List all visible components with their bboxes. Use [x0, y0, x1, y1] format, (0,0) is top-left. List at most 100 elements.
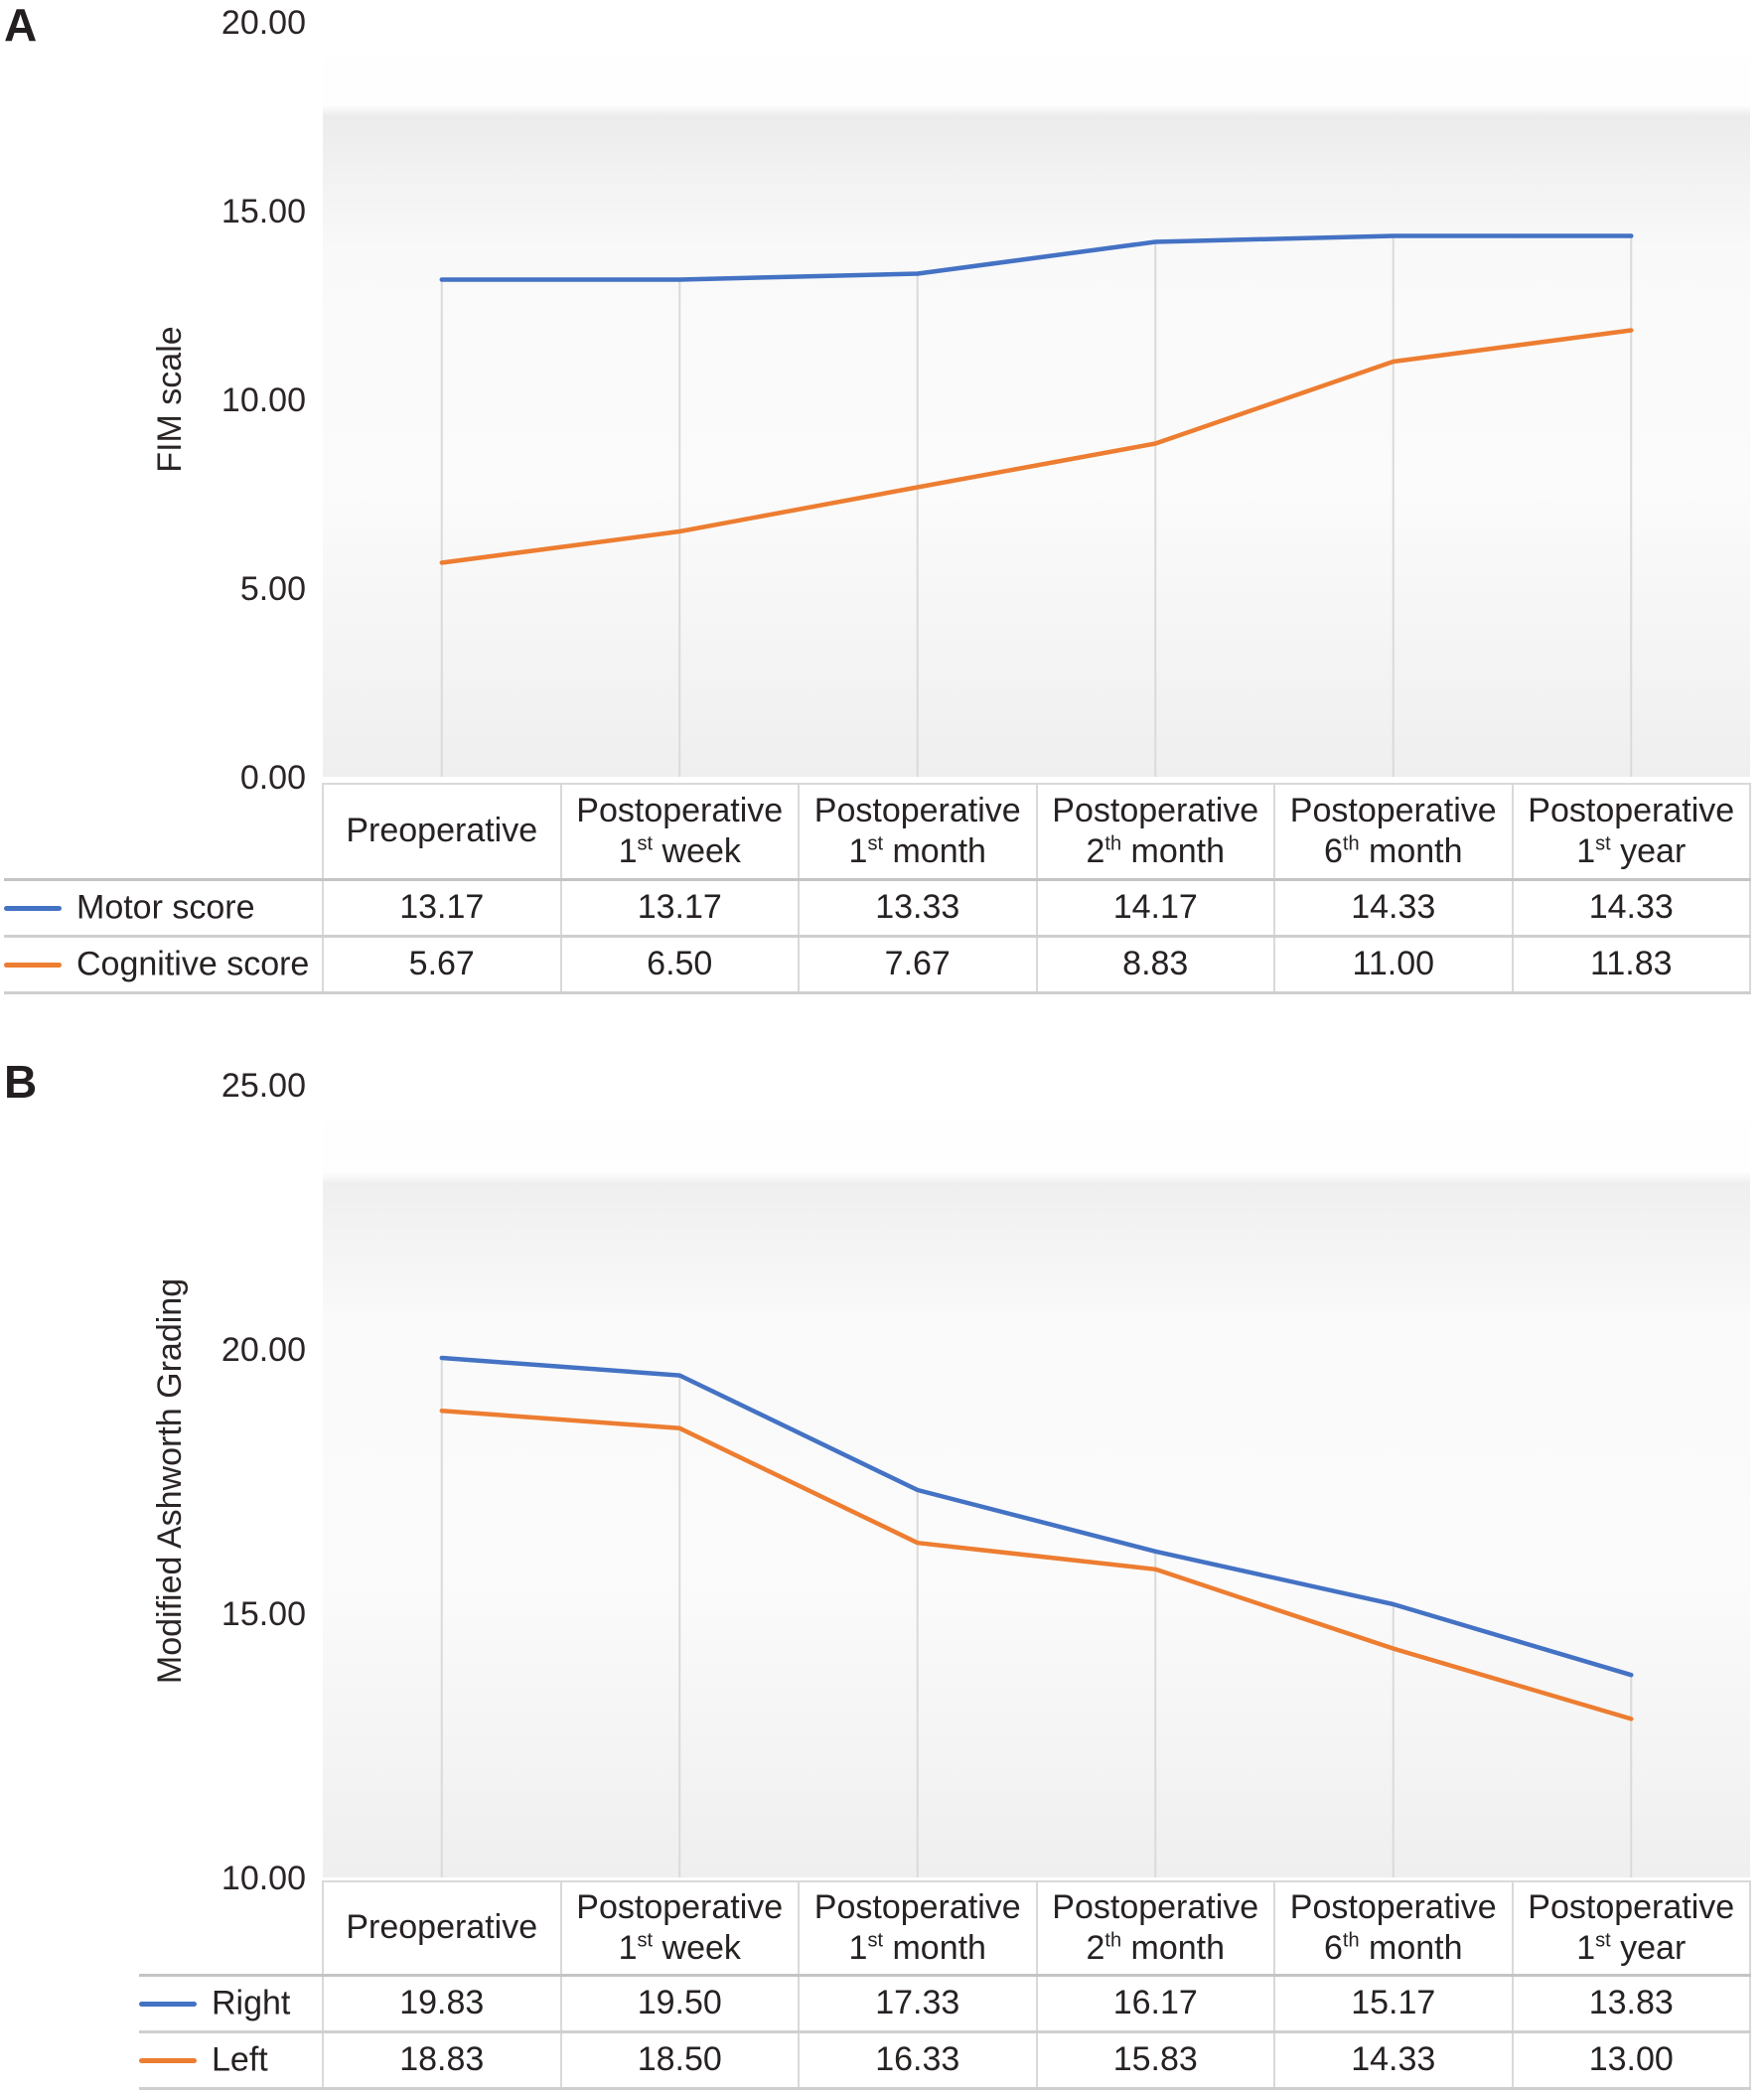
series-line-right: [439, 1355, 1634, 1678]
value-cell: 14.33: [1512, 879, 1751, 938]
legend-cell: Motor score: [4, 879, 324, 938]
legend-key-icon: [139, 2057, 197, 2063]
ordinal-superscript: th: [1104, 832, 1122, 855]
y-tick-label: 10.00: [221, 381, 306, 419]
panel-b-label: B: [4, 1056, 38, 1108]
table-row-motor-score: Motor score 13.17 13.17 13.33 14.17 14.33 14.3…: [4, 879, 1751, 938]
category-line2: 6th month: [1323, 1928, 1463, 1967]
ordinal-superscript: th: [1342, 832, 1360, 855]
value-cell: 14.17: [1036, 879, 1275, 938]
legend-cell: Right: [139, 1975, 324, 2033]
table-row-cognitive-score: Cognitive score 5.67 6.50 7.67 8.83 11.00 11.8…: [4, 936, 1751, 994]
category-line1: Postoperative: [813, 791, 1021, 829]
legend-cell: Left: [139, 2031, 324, 2090]
value-cell: 13.33: [799, 879, 1038, 938]
category-line1: Postoperative: [1528, 791, 1735, 829]
category-line1: Postoperative: [1289, 1887, 1497, 1926]
category-line1: Postoperative: [1528, 1887, 1735, 1926]
value-cell: 11.83: [1512, 936, 1751, 994]
value-cell: 13.17: [323, 879, 562, 938]
plot-area: [323, 1085, 1750, 1877]
table-header-row: Preoperative Postoperative 1st week Postope…: [139, 1880, 1751, 1977]
category-line2: 1st week: [618, 831, 741, 870]
table-header-row: Preoperative Postoperative 1st week Postope…: [4, 783, 1751, 881]
value-cell: 19.50: [560, 1975, 800, 2033]
value-cell: 5.67: [323, 936, 562, 994]
category-line2: 1st year: [1576, 831, 1687, 870]
value-cell: 13.00: [1512, 2031, 1751, 2090]
value-cell: 11.00: [1274, 936, 1514, 994]
plot-area: [323, 22, 1750, 777]
data-table-panel-a: Preoperative Postoperative 1st week Postope…: [4, 783, 1751, 994]
ordinal-superscript: st: [1595, 1929, 1611, 1952]
value-cell: 8.83: [1036, 936, 1275, 994]
legend-key-icon: [4, 905, 62, 911]
series-line-cognitive-score: [439, 328, 1634, 565]
category-line2: 1st month: [848, 1928, 986, 1967]
category-line2: 6th month: [1323, 831, 1463, 870]
category-line1: Postoperative: [576, 1887, 784, 1926]
ordinal-superscript: st: [1595, 832, 1611, 855]
category-line1: Preoperative: [346, 812, 538, 850]
series-lines-group: [439, 1355, 1634, 1721]
legend-cell: Cognitive score: [4, 936, 324, 994]
category-header-cell: Postoperative 6th month: [1274, 1880, 1514, 1977]
legend-key-icon: [4, 962, 62, 968]
category-line1: Postoperative: [1052, 791, 1259, 829]
ordinal-superscript: th: [1104, 1929, 1122, 1952]
value-cell: 16.33: [799, 2031, 1038, 2090]
category-line1: Preoperative: [346, 1908, 538, 1947]
series-line-left: [439, 1408, 1634, 1721]
legend-label: Motor score: [76, 888, 255, 927]
value-cell: 16.17: [1036, 1975, 1275, 2033]
value-cell: 14.33: [1274, 2031, 1514, 2090]
category-header-cell: Postoperative 1st week: [560, 1880, 800, 1977]
ordinal-superscript: st: [867, 1929, 884, 1952]
legend-key-icon: [139, 2001, 197, 2007]
category-line1: Postoperative: [1289, 791, 1497, 829]
y-tick-label: 5.00: [240, 570, 306, 608]
value-cell: 13.83: [1512, 1975, 1751, 2033]
category-line2: 1st month: [848, 831, 986, 870]
value-cell: 19.83: [323, 1975, 562, 2033]
category-header-cell: Preoperative: [323, 783, 562, 881]
category-header-cell: Postoperative 2th month: [1036, 1880, 1275, 1977]
legend-label: Cognitive score: [76, 945, 310, 983]
value-cell: 15.83: [1036, 2031, 1275, 2090]
category-header-cell: Preoperative: [323, 1880, 562, 1977]
series-line-motor-score: [439, 233, 1634, 282]
category-line1: Postoperative: [813, 1887, 1021, 1926]
y-axis-title: Modified Ashworth Grading: [151, 1278, 189, 1684]
ordinal-superscript: st: [637, 832, 654, 855]
legend-label: Right: [212, 1984, 291, 2022]
category-line2: 2th month: [1086, 831, 1226, 870]
value-cell: 6.50: [560, 936, 800, 994]
category-header-cell: Postoperative 2th month: [1036, 783, 1275, 881]
table-corner-cell: [139, 1881, 324, 1977]
category-line1: Postoperative: [1052, 1887, 1259, 1926]
category-line2: 1st week: [618, 1928, 741, 1967]
y-tick-label: 20.00: [221, 4, 306, 42]
ordinal-superscript: th: [1342, 1929, 1360, 1952]
category-line2: 1st year: [1576, 1928, 1687, 1967]
ordinal-superscript: st: [637, 1929, 654, 1952]
value-cell: 7.67: [799, 936, 1038, 994]
drop-lines-group: [440, 235, 1633, 777]
y-tick-label: 20.00: [221, 1331, 306, 1369]
category-header-cell: Postoperative 1st month: [799, 783, 1038, 881]
legend-label: Left: [212, 2040, 268, 2079]
category-header-cell: Postoperative 6th month: [1274, 783, 1514, 881]
data-table-panel-b: Preoperative Postoperative 1st week Postope…: [139, 1880, 1751, 2090]
category-header-cell: Postoperative 1st week: [560, 783, 800, 881]
category-header-cell: Postoperative 1st year: [1512, 1880, 1751, 1977]
ordinal-superscript: st: [867, 832, 884, 855]
value-cell: 13.17: [560, 879, 800, 938]
table-row-left: Left 18.83 18.50 16.33 15.83 14.33 13.00: [139, 2031, 1751, 2090]
table-row-right: Right 19.83 19.50 17.33 16.17 15.17 13.83: [139, 1975, 1751, 2033]
category-header-cell: Postoperative 1st month: [799, 1880, 1038, 1977]
